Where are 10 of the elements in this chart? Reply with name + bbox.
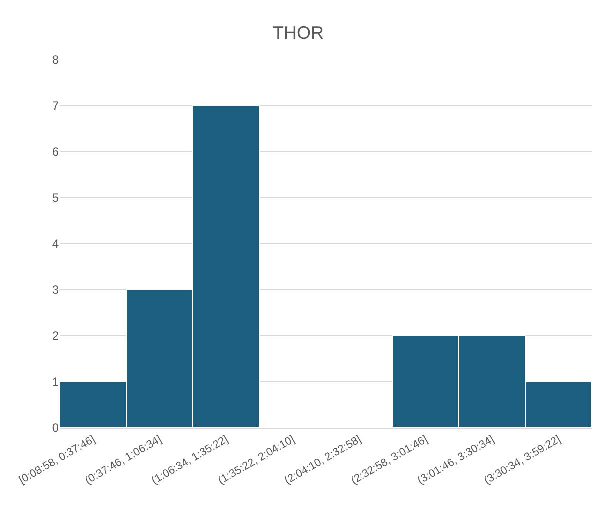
y-tick-label: 2 [52,329,60,344]
chart-title: THOR [273,22,324,43]
y-tick-label: 8 [52,53,60,68]
y-tick-label: 1 [52,375,60,390]
y-tick-label: 0 [52,421,60,436]
y-tick-label: 5 [52,191,60,206]
y-tick-label: 3 [52,283,60,298]
y-tick-label: 6 [52,145,60,160]
y-tick-label: 7 [52,99,60,114]
y-tick-label: 4 [52,237,60,252]
